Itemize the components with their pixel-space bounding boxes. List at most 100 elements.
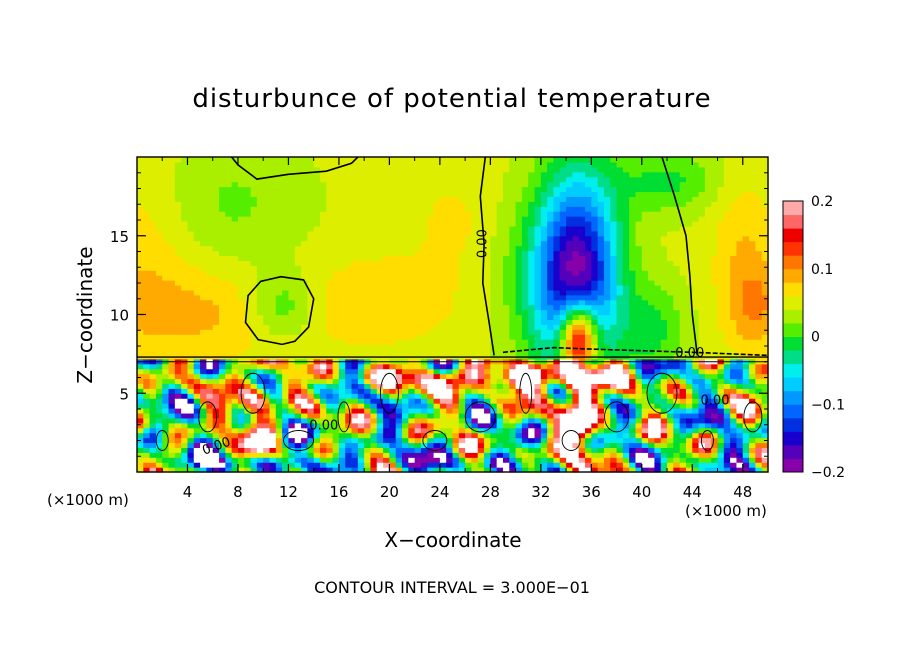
heatmap-cell [591,383,599,389]
heatmap-cell [319,186,327,193]
heatmap-cell [231,324,239,330]
heatmap-cell [301,412,308,419]
heatmap-cell [521,161,529,168]
heatmap-cell [496,157,504,163]
heatmap-cell [332,388,340,394]
heatmap-cell [395,191,403,197]
heatmap-cell [326,157,334,163]
heatmap-cell [465,260,473,266]
heatmap-cell [383,265,390,271]
heatmap-cell [458,447,466,453]
heatmap-cell [402,437,409,444]
heatmap-cell [193,427,201,434]
heatmap-cell [502,368,510,375]
heatmap-cell [502,216,510,222]
heatmap-cell [332,304,340,311]
heatmap-cell [616,363,624,370]
heatmap-cell [515,284,523,291]
heatmap-cell [446,309,454,316]
heatmap-cell [566,157,573,163]
heatmap-cell [212,452,220,458]
heatmap-cell [433,314,441,321]
heatmap-cell [591,398,599,404]
heatmap-cell [616,240,624,247]
heatmap-cell [307,348,315,355]
heatmap-cell [490,216,498,222]
heatmap-cell [414,383,422,389]
heatmap-cell [237,206,245,212]
heatmap-cell [490,280,498,286]
heatmap-cell [553,299,561,306]
heatmap-cell [389,417,397,424]
heatmap-cell [427,196,435,202]
heatmap-cell [553,270,561,276]
heatmap-cell [143,427,151,434]
heatmap-cell [237,216,245,222]
heatmap-cell [509,324,517,330]
heatmap-cell [458,250,466,257]
heatmap-cell [389,348,397,355]
heatmap-cell [269,216,277,222]
heatmap-cell [578,225,586,232]
heatmap-cell [193,176,201,183]
heatmap-cell [288,457,296,463]
heatmap-cell [591,363,599,370]
heatmap-cell [496,270,504,276]
heatmap-cell [244,334,252,340]
heatmap-cell [610,348,618,355]
heatmap-cell [168,235,176,242]
heatmap-cell [427,171,435,178]
heatmap-cell [225,270,233,276]
heatmap-cell [200,442,208,448]
heatmap-cell [395,270,403,276]
heatmap-cell [137,230,144,237]
heatmap-cell [597,176,605,183]
heatmap-cell [263,314,271,321]
heatmap-cell [402,270,409,276]
heatmap-cell [572,275,580,281]
heatmap-cell [509,467,517,473]
heatmap-cell [301,309,308,316]
heatmap-cell [458,408,466,414]
heatmap-cell [149,339,157,345]
heatmap-cell [521,432,529,439]
heatmap-cell [578,284,586,291]
heatmap-cell [509,216,517,222]
heatmap-cell [427,462,435,468]
heatmap-cell [282,408,290,414]
heatmap-cell [225,388,233,394]
heatmap-cell [465,442,473,448]
heatmap-cell [364,388,372,394]
heatmap-cell [275,398,283,404]
heatmap-cell [187,284,195,291]
heatmap-cell [219,329,226,335]
heatmap-cell [275,383,283,389]
heatmap-cell [313,447,321,453]
heatmap-cell [528,270,536,276]
heatmap-cell [395,398,403,404]
heatmap-cell [357,206,365,212]
heatmap-cell [471,363,479,370]
heatmap-cell [168,225,176,232]
heatmap-cell [332,260,340,266]
heatmap-cell [515,363,523,370]
heatmap-cell [364,408,372,414]
heatmap-cell [263,157,271,163]
heatmap-cell [301,344,308,350]
heatmap-cell [319,211,327,217]
heatmap-cell [332,186,340,193]
heatmap-cell [408,319,416,325]
heatmap-cell [319,235,327,242]
heatmap-cell [458,304,466,311]
heatmap-cell [509,157,517,163]
heatmap-cell [420,250,428,257]
heatmap-cell [282,225,290,232]
heatmap-cell [585,245,592,252]
heatmap-cell [528,265,536,271]
heatmap-cell [566,171,573,178]
heatmap-cell [212,427,220,434]
heatmap-cell [155,196,163,202]
heatmap-cell [275,289,283,296]
heatmap-cell [383,166,390,173]
heatmap-cell [357,284,365,291]
